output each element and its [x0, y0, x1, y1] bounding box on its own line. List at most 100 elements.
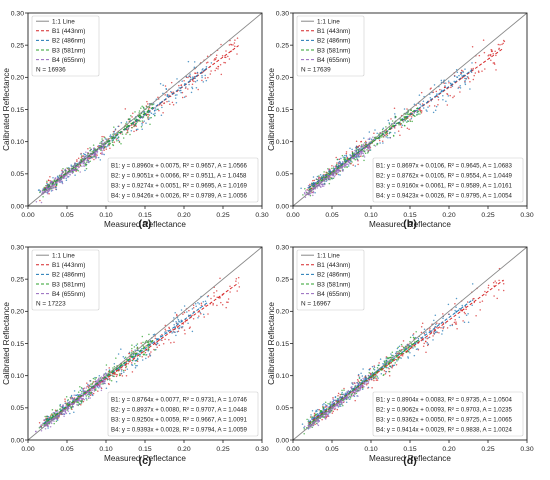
scatter-point-b1 — [385, 356, 388, 358]
scatter-point-b1 — [472, 67, 474, 70]
scatter-point-b2 — [162, 92, 164, 95]
y-axis-label: Calibrated Reflectance — [2, 68, 11, 151]
scatter-point-b2 — [127, 128, 129, 130]
scatter-point-b1 — [469, 81, 471, 83]
scatter-point-b4 — [317, 424, 320, 427]
stats-box — [372, 391, 524, 437]
panel-label: (c) — [139, 455, 152, 467]
scatter-point-b3 — [125, 365, 128, 368]
scatter-point-b4 — [318, 420, 320, 423]
scatter-point-b2 — [117, 125, 119, 128]
scatter-point-b2 — [191, 330, 194, 333]
scatter-point-b2 — [360, 147, 362, 149]
scatter-point-b3 — [350, 393, 353, 396]
y-tick-label: 0.25 — [276, 277, 289, 284]
scatter-point-b3 — [372, 368, 375, 370]
fit-line-b4 — [43, 377, 107, 427]
scatter-point-b2 — [389, 136, 391, 139]
scatter-point-b4 — [337, 163, 340, 165]
scatter-point-b1 — [64, 400, 66, 403]
scatter-point-b2 — [137, 128, 139, 130]
legend-item: B3 (581nm) — [52, 47, 85, 54]
scatter-point-b1 — [484, 290, 486, 293]
scatter-point-b4 — [341, 169, 344, 172]
scatter-point-b1 — [378, 139, 381, 142]
scatter-point-b3 — [395, 116, 397, 118]
scatter-point-b3 — [39, 191, 41, 194]
scatter-point-b2 — [426, 342, 428, 344]
scatter-point-b2 — [312, 176, 315, 178]
scatter-point-b1 — [420, 325, 423, 328]
scatter-point-b4 — [52, 412, 55, 414]
x-tick-label: 0.15 — [403, 446, 416, 453]
scatter-point-b1 — [338, 158, 341, 160]
scatter-point-b1 — [216, 304, 218, 307]
scatter-point-b2 — [136, 357, 139, 360]
scatter-point-b2 — [201, 69, 203, 71]
scatter-point-b1 — [130, 362, 133, 364]
scatter-point-b4 — [328, 178, 331, 180]
scatter-point-b1 — [420, 91, 423, 94]
scatter-point-b3 — [417, 110, 420, 113]
scatter-point-b4 — [368, 147, 370, 149]
scatter-point-b2 — [356, 381, 358, 384]
scatter-point-b2 — [141, 347, 143, 350]
scatter-point-b2 — [193, 61, 196, 63]
scatter-point-b2 — [449, 82, 452, 84]
scatter-point-b1 — [215, 54, 218, 57]
scatter-point-b4 — [312, 192, 314, 194]
scatter-point-b4 — [353, 381, 356, 384]
scatter-point-b1 — [428, 105, 431, 107]
scatter-point-b4 — [101, 153, 103, 155]
scatter-point-b2 — [462, 71, 465, 73]
scatter-point-b3 — [319, 411, 322, 413]
scatter-point-b4 — [350, 386, 352, 389]
scatter-point-b2 — [174, 97, 177, 99]
scatter-point-b2 — [159, 83, 162, 85]
stats-line: B2: y = 0.8762x + 0.0105, R² = 0.9554, A… — [376, 173, 512, 180]
y-tick-label: 0.25 — [11, 43, 24, 50]
y-axis-label: Calibrated Reflectance — [267, 302, 276, 385]
x-tick-label: 0.20 — [177, 212, 190, 219]
scatter-point-b2 — [360, 372, 362, 375]
scatter-point-b3 — [85, 395, 88, 397]
scatter-point-b3 — [351, 152, 354, 154]
scatter-point-b4 — [324, 418, 327, 420]
scatter-point-b3 — [373, 144, 375, 146]
scatter-point-b2 — [154, 107, 157, 109]
scatter-point-b2 — [149, 117, 151, 119]
scatter-point-b2 — [101, 140, 104, 142]
scatter-point-b2 — [180, 91, 182, 94]
scatter-point-b4 — [100, 141, 102, 144]
scatter-point-b3 — [88, 395, 90, 398]
scatter-point-b4 — [70, 171, 73, 173]
scatter-point-b3 — [406, 121, 408, 123]
scatter-point-b2 — [141, 359, 144, 361]
scatter-point-b3 — [51, 414, 54, 417]
scatter-point-b4 — [363, 145, 365, 147]
scatter-point-b3 — [51, 413, 53, 415]
scatter-point-b1 — [369, 367, 371, 370]
scatter-point-b4 — [66, 175, 68, 177]
scatter-point-b3 — [410, 343, 413, 345]
scatter-point-b1 — [235, 280, 237, 282]
fit-line-b1 — [43, 282, 239, 425]
scatter-point-b1 — [154, 337, 157, 340]
fit-line-b3 — [308, 340, 419, 426]
scatter-point-b1 — [113, 141, 115, 143]
scatter-point-b1 — [430, 87, 432, 89]
scatter-point-b2 — [70, 164, 72, 166]
scatter-point-b1 — [217, 65, 220, 68]
legend-item: B4 (655nm) — [52, 291, 85, 298]
scatter-point-b1 — [487, 286, 490, 289]
scatter-point-b4 — [310, 192, 312, 194]
scatter-point-b2 — [434, 314, 437, 317]
scatter-point-b3 — [397, 350, 399, 353]
scatter-point-b2 — [364, 374, 367, 377]
scatter-point-b1 — [164, 328, 166, 330]
scatter-point-b4 — [95, 380, 98, 382]
stats-line: B4: y = 0.9426x + 0.0026, R² = 0.9789, A… — [111, 193, 247, 200]
scatter-point-b1 — [77, 157, 80, 159]
scatter-point-b1 — [86, 382, 88, 384]
scatter-point-b1 — [462, 320, 464, 322]
